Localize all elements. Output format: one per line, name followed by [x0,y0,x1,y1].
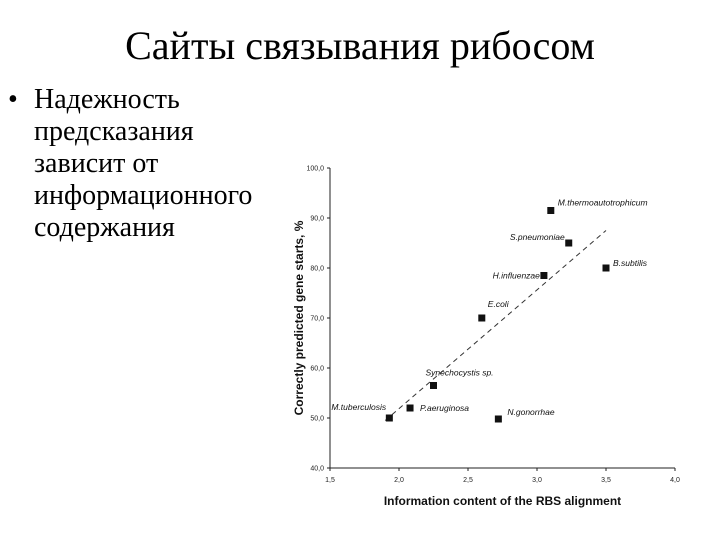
point-label: H.influenzae [493,271,541,281]
y-tick-label: 50,0 [310,416,324,423]
x-tick-label: 2,0 [394,477,404,484]
data-point [540,272,548,279]
data-point [385,414,393,422]
bullet-line: содержания [34,212,175,243]
scatter-chart: 40,0 50,0 60,0 70,0 80,0 90,0 100,0 1,5 2,0 2,5 3,… [292,166,680,509]
x-axis-label: Information content of the RBS alignment [384,494,621,508]
bullet-text: Надежность предсказания зависит от инфор… [34,84,304,244]
point-label: N.gonorrhae [507,407,555,417]
data-point [430,382,437,389]
point-label: B.subtilis [613,258,648,268]
bullet-line: предсказания [34,116,194,147]
point-label: S.pneumoniae [510,232,565,242]
y-tick-label: 80,0 [310,266,324,273]
data-point [494,415,502,423]
bullet-line: информационного [34,180,253,211]
data-point [406,404,414,412]
x-tick-label: 1,5 [325,477,335,484]
x-tick-label: 2,5 [463,477,473,484]
data-point [565,239,573,247]
y-axis-label: Correctly predicted gene starts, % [292,220,306,415]
point-label: M.thermoautotrophicum [558,198,648,208]
y-tick-label: 40,0 [310,466,324,473]
slide-title: Сайты связывания рибосом [125,23,595,68]
point-label: M.tuberculosis [331,402,387,412]
point-label: E.coli [488,299,510,309]
data-point [547,207,555,214]
x-tick-label: 3,0 [532,477,542,484]
x-tick-label: 4,0 [670,477,680,484]
point-label: P.aeruginosa [420,403,469,413]
point-label: Synechocystis sp. [426,368,494,378]
x-tick-label: 3,5 [601,477,611,484]
bullet-line: зависит от [34,148,159,179]
bullet-dot: • [8,84,18,115]
y-tick-label: 60,0 [310,366,324,373]
y-tick-label: 100,0 [306,166,324,173]
y-tick-label: 90,0 [310,216,324,223]
data-point [478,314,486,322]
y-tick-label: 70,0 [310,316,324,323]
trend-line [384,230,607,421]
bullet-line: Надежность [34,84,180,115]
data-point [602,264,610,272]
